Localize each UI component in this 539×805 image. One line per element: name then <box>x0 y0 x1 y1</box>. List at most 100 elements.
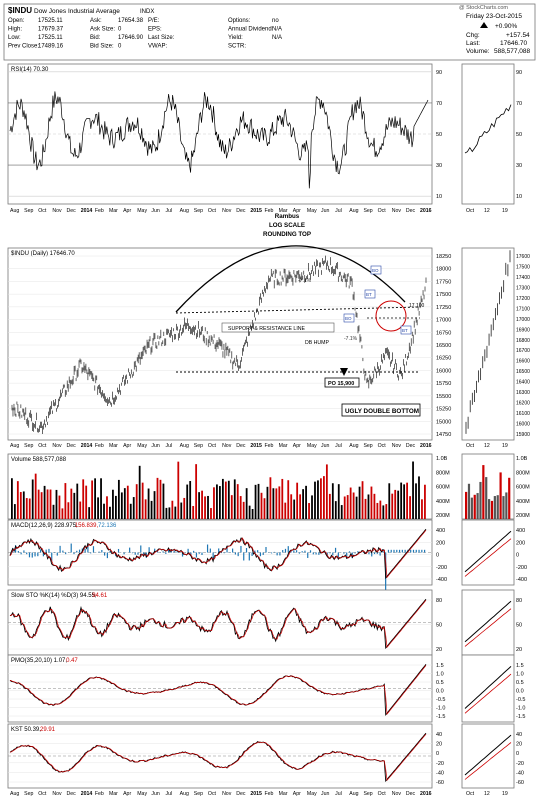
sto-panel-line <box>9 598 427 650</box>
up-arrow-icon <box>480 22 488 28</box>
x-axis-label: Mar <box>109 208 118 214</box>
volume-bar <box>397 490 400 519</box>
volume-bar <box>73 492 76 519</box>
volume-bar <box>28 498 31 519</box>
quote-value: N/A <box>272 35 282 41</box>
volume-bar <box>126 485 129 519</box>
x-axis-label: 2015 <box>250 791 262 797</box>
kst-panel-label: KST 50.39, <box>11 727 41 733</box>
x-axis-label: Jul <box>335 791 342 797</box>
callout-box <box>370 265 382 275</box>
x-axis-label: Sep <box>194 208 203 214</box>
x-axis-label: Apr <box>293 443 301 449</box>
x-axis-label: Dec <box>236 208 246 214</box>
volume-bar <box>281 478 284 519</box>
price-tick-label: 15250 <box>436 407 451 413</box>
level-label: 17,100 <box>409 303 425 309</box>
volume-bar <box>409 496 411 519</box>
volume-bar <box>317 480 319 519</box>
volume-bar <box>129 503 132 519</box>
x-axis-label: Aug <box>349 443 358 449</box>
macd-panel-side-tick-label: 0 <box>516 553 519 559</box>
volume-bar <box>43 485 46 519</box>
volume-bar <box>373 493 376 519</box>
quote-value: 17646.90 <box>118 35 144 41</box>
volume-side-bar <box>496 495 499 519</box>
price-tick-label: 16750 <box>436 330 451 336</box>
x-axis-label: Dec <box>406 791 416 797</box>
pmo-panel-tick-label: -1.0 <box>436 706 445 712</box>
price-tick-label: 16000 <box>436 368 451 374</box>
volume-bar <box>159 479 162 519</box>
quote-label: Ask: <box>90 18 102 24</box>
x-axis-label: Aug <box>180 443 189 449</box>
quote-value: 0 <box>118 27 122 33</box>
x-axis-label: Oct <box>208 791 217 797</box>
volume-bar <box>254 484 257 519</box>
kst-panel-side-tick-label: -60 <box>516 780 524 786</box>
ugly-label: UGLY DOUBLE BOTTOM <box>345 408 419 415</box>
sto-panel-tick-label: 80 <box>436 598 442 604</box>
x-axis-label: Jun <box>321 791 329 797</box>
rsi-line <box>9 91 429 189</box>
volume-side-bar <box>473 494 476 519</box>
price-tick-label: 16500 <box>436 343 451 349</box>
volume-bar <box>82 479 85 519</box>
volume-panel: Volume 588,577,088 1.0B 1.0B 800M 800M 600M 60… <box>7 453 530 520</box>
sto-panel-side-frame <box>461 589 515 656</box>
x-axis-label: Sep <box>24 208 33 214</box>
volume-bar <box>16 481 19 519</box>
x-axis-label: May <box>307 208 317 214</box>
support-resistance-line <box>175 306 421 314</box>
callout-label: BT <box>366 292 372 297</box>
x-axis-label: Dec <box>67 208 77 214</box>
volume-bar <box>421 499 423 519</box>
price-side-tick-label: 17100 <box>516 306 530 312</box>
callout-label: BT <box>402 328 408 333</box>
price-tick-label: 15000 <box>436 419 451 425</box>
rsi-side-tick-label: 70 <box>516 101 522 107</box>
x-axis-label: Jun <box>321 443 329 449</box>
x-axis-side-label: 19 <box>502 208 508 214</box>
sto-panel-label-signal: 94.61 <box>92 593 108 599</box>
price-tick-label: 18250 <box>436 254 451 260</box>
kst-panel: KST 50.39, 29.91 40 40 20 20 0 0 -20 -20 -40 -40 -60… <box>7 723 524 789</box>
volume-bar <box>325 464 328 519</box>
volume-bar <box>424 484 426 519</box>
price-side-tick-label: 17200 <box>516 296 530 302</box>
last-label: Last: <box>466 40 480 47</box>
panels: RSI(14) 70.30 90 90 70 70 50 50 30 30 10 10 $INDU (… <box>7 63 530 797</box>
x-axis-side-label: 12 <box>484 791 490 797</box>
quote-label: Yield: <box>228 35 243 41</box>
volume-bar <box>415 483 417 519</box>
x-axis-label: May <box>307 791 317 797</box>
volume-bar <box>106 496 108 519</box>
x-axis-side-label: Oct <box>466 791 475 797</box>
volume-bar <box>233 479 236 519</box>
sto-panel-side-tick-label: 20 <box>516 647 522 653</box>
price-tick-label: 17500 <box>436 292 451 298</box>
volume-bar <box>260 492 263 519</box>
volume-bar <box>269 477 272 519</box>
volume-bar <box>263 498 266 519</box>
volume-bar <box>201 490 203 519</box>
x-axis-label: Sep <box>24 443 33 449</box>
x-axis-label: Mar <box>109 791 118 797</box>
x-axis-label: Apr <box>123 443 131 449</box>
annotation-title-line: Rambus <box>275 213 300 220</box>
price-side-tick-label: 17500 <box>516 264 530 270</box>
volume-bar <box>31 479 34 519</box>
po-label-box <box>324 377 360 388</box>
volume-bar <box>406 482 408 519</box>
x-axis-label: Nov <box>222 443 232 449</box>
rsi-tick-label: 70 <box>436 101 442 107</box>
macd-panel-signal-line <box>9 529 427 579</box>
quote-label: Last Size: <box>148 35 175 41</box>
volume-bar <box>361 481 364 519</box>
volume-side-bar <box>465 491 468 519</box>
quote-table: Open: 17525.11 High: 17679.37 Low: 17525.11 Pr… <box>8 18 282 50</box>
x-axis-label: Aug <box>10 791 19 797</box>
volume-bar <box>284 502 287 519</box>
x-axis-label: May <box>137 208 147 214</box>
pmo-panel-tick-label: -1.5 <box>436 714 445 720</box>
